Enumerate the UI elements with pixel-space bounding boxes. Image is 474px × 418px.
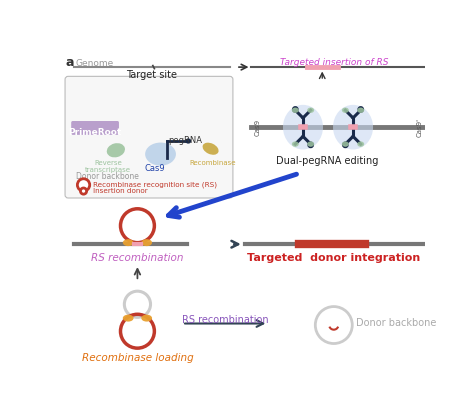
Text: pegRNA: pegRNA (168, 135, 202, 145)
Ellipse shape (307, 107, 314, 113)
Ellipse shape (141, 239, 152, 246)
Circle shape (77, 179, 90, 191)
Text: Cas9': Cas9' (416, 117, 422, 137)
Text: Recombinase recognition site (RS): Recombinase recognition site (RS) (93, 181, 217, 188)
Text: Reverse
transcriptase: Reverse transcriptase (85, 160, 131, 173)
Ellipse shape (357, 141, 364, 147)
Ellipse shape (333, 105, 373, 150)
Text: Donor backbone: Donor backbone (76, 172, 139, 181)
FancyBboxPatch shape (71, 121, 119, 135)
Ellipse shape (141, 315, 152, 321)
Ellipse shape (342, 141, 349, 147)
Ellipse shape (307, 141, 314, 147)
Ellipse shape (292, 107, 299, 113)
Text: Dual-pegRNA editing: Dual-pegRNA editing (276, 156, 379, 166)
Text: Recombinase: Recombinase (190, 160, 236, 166)
FancyBboxPatch shape (65, 76, 233, 198)
Text: Cas9: Cas9 (144, 164, 164, 173)
Ellipse shape (357, 107, 364, 113)
Text: RS recombination: RS recombination (182, 315, 269, 325)
Text: Genome: Genome (76, 59, 114, 69)
Text: Donor backbone: Donor backbone (356, 318, 437, 328)
Text: Cas9: Cas9 (255, 119, 261, 136)
Ellipse shape (202, 143, 219, 155)
Text: RS recombination: RS recombination (91, 253, 184, 263)
Ellipse shape (107, 143, 125, 157)
Text: Insertion donor: Insertion donor (93, 188, 147, 194)
Circle shape (81, 188, 87, 194)
Ellipse shape (123, 239, 134, 246)
Text: PrimeRoot: PrimeRoot (68, 128, 122, 137)
Text: Recombinase loading: Recombinase loading (82, 353, 193, 363)
Ellipse shape (292, 141, 299, 147)
Ellipse shape (342, 107, 349, 113)
Text: a: a (65, 56, 73, 69)
Ellipse shape (123, 315, 134, 321)
Text: Targeted  donor integration: Targeted donor integration (247, 253, 420, 263)
Ellipse shape (283, 105, 323, 150)
Text: Target site: Target site (126, 70, 177, 80)
Text: Targeted insertion of RS: Targeted insertion of RS (280, 58, 388, 67)
Ellipse shape (145, 143, 176, 166)
